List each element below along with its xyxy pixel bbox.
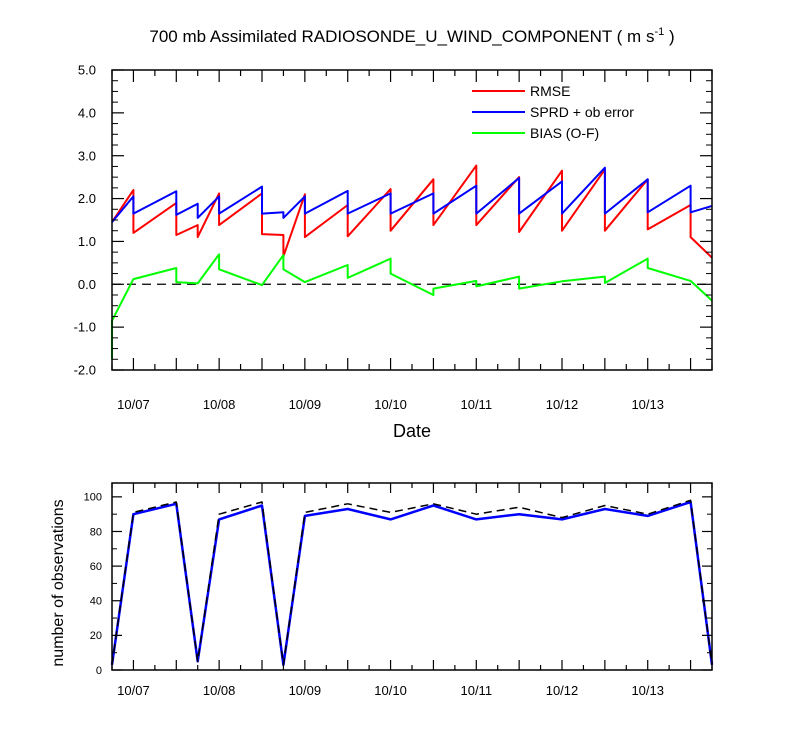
y-tick-label: 4.0 <box>78 105 96 120</box>
x-tick-label: 10/07 <box>117 683 150 698</box>
x-tick-label: 10/10 <box>374 683 407 698</box>
y-tick-label: -1.0 <box>74 320 96 335</box>
x-tick-label: 10/08 <box>203 683 236 698</box>
x-tick-label: 10/13 <box>631 397 664 412</box>
y-tick-label: 20 <box>90 630 102 642</box>
series-line-bias-o-f <box>111 253 713 360</box>
x-tick-label: 10/12 <box>546 683 579 698</box>
series-line-possible-observations <box>111 499 713 666</box>
x-tick-label: 10/10 <box>374 397 407 412</box>
y-tick-label: 5.0 <box>78 63 96 78</box>
chart-title-superscript: -1 <box>654 26 664 38</box>
x-tick-label: 10/09 <box>289 683 322 698</box>
legend-label-rmse: RMSE <box>530 83 570 99</box>
chart-title: 700 mb Assimilated RADIOSONDE_U_WIND_COM… <box>149 26 674 46</box>
series-line-used-observations <box>110 500 714 667</box>
y-tick-label: 80 <box>90 526 102 538</box>
chart-title-end: ) <box>664 27 674 46</box>
bottom-plot: 0 20 40 60 80 100 10/07 10/08 10/09 10/10 10/11 10/… <box>84 482 714 698</box>
x-axis-label: Date <box>393 421 431 441</box>
y-tick-label: 0 <box>96 665 102 677</box>
legend: RMSE SPRD + ob error BIAS (O-F) <box>472 83 634 141</box>
y-tick-label: 100 <box>84 492 102 504</box>
x-tick-label: 10/08 <box>203 397 236 412</box>
y-tick-label: 0.0 <box>78 277 96 292</box>
chart-title-main: 700 mb Assimilated RADIOSONDE_U_WIND_COM… <box>149 27 654 46</box>
x-tick-label: 10/09 <box>289 397 322 412</box>
x-tick-label: 10/07 <box>117 397 150 412</box>
y-tick-label: 2.0 <box>78 191 96 206</box>
y-tick-label: 60 <box>90 561 102 573</box>
y-tick-label: 40 <box>90 596 102 608</box>
legend-label-sprd: SPRD + ob error <box>530 104 634 120</box>
x-tick-label: 10/11 <box>460 683 492 698</box>
y-tick-label: 1.0 <box>78 234 96 249</box>
y-tick-label: -2.0 <box>74 363 96 378</box>
x-tick-label: 10/13 <box>631 683 664 698</box>
y-tick-label: 3.0 <box>78 148 96 163</box>
y-axis-label-observations: number of observations <box>50 499 67 666</box>
x-tick-label: 10/12 <box>546 397 579 412</box>
legend-label-bias: BIAS (O-F) <box>530 125 599 141</box>
series-line-rmse <box>111 164 713 259</box>
series-line-sprd-ob-error <box>111 166 713 223</box>
x-tick-label: 10/11 <box>460 397 492 412</box>
top-plot: -2.0 -1.0 0.0 1.0 2.0 3.0 4.0 5.0 10/07 10/08 10/0… <box>74 63 713 412</box>
